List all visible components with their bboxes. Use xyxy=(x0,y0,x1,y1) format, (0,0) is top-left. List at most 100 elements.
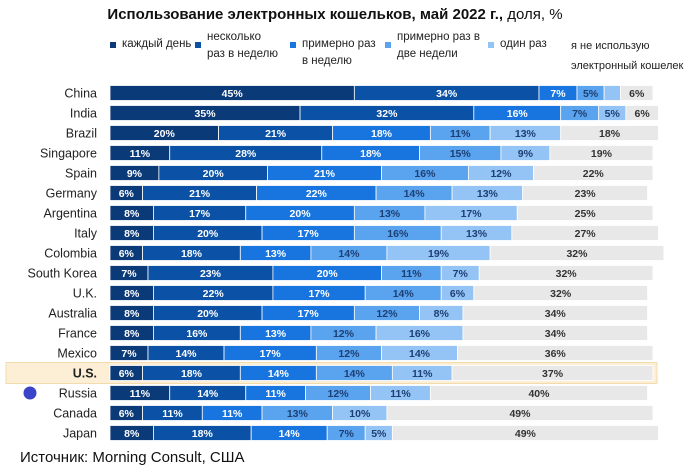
legend-item-biweekly: примерно раз в две недели xyxy=(385,29,487,63)
data-label: 12% xyxy=(333,328,355,340)
data-label: 8% xyxy=(124,208,140,220)
data-label: 14% xyxy=(338,248,360,260)
data-label: 6% xyxy=(119,188,135,200)
data-label: 21% xyxy=(314,168,336,180)
bar-segment xyxy=(549,145,654,161)
category-label: South Korea xyxy=(28,267,98,281)
data-label: 18% xyxy=(181,368,203,380)
data-label: 45% xyxy=(222,88,244,100)
data-label: 11% xyxy=(222,408,243,420)
category-label: Italy xyxy=(74,227,98,241)
data-label: 20% xyxy=(197,228,219,240)
data-label: 23% xyxy=(200,268,222,280)
data-label: 27% xyxy=(575,228,597,240)
data-label: 19% xyxy=(591,148,613,160)
category-label: Japan xyxy=(63,427,97,441)
legend-swatch xyxy=(385,42,391,48)
data-label: 15% xyxy=(450,148,472,160)
data-label: 17% xyxy=(260,348,282,360)
data-label: 8% xyxy=(124,428,140,440)
data-label: 7% xyxy=(572,108,588,120)
title-unit: доля, % xyxy=(503,6,563,23)
data-label: 20% xyxy=(317,268,339,280)
data-label: 6% xyxy=(119,408,135,420)
data-label: 16% xyxy=(409,328,431,340)
bar-segment xyxy=(462,305,648,321)
data-label: 36% xyxy=(545,348,567,360)
data-label: 22% xyxy=(203,288,225,300)
data-label: 13% xyxy=(265,328,287,340)
data-label: 13% xyxy=(379,208,401,220)
data-label: 37% xyxy=(542,368,564,380)
bar-segment xyxy=(386,405,654,421)
legend-item-weekly: примерно раз в неделю xyxy=(290,36,382,70)
data-label: 22% xyxy=(306,188,328,200)
data-label: 11% xyxy=(401,268,422,280)
data-label: 13% xyxy=(265,248,287,260)
data-label: 7% xyxy=(121,348,137,360)
bar-segment xyxy=(457,345,654,361)
data-label: 10% xyxy=(349,408,371,420)
data-label: 6% xyxy=(629,88,645,100)
legend-label: один раз xyxy=(500,38,547,50)
data-label: 32% xyxy=(376,108,398,120)
data-label: 14% xyxy=(393,288,415,300)
legend-label: примерно раз в две недели xyxy=(397,31,480,60)
data-label: 5% xyxy=(583,88,599,100)
data-label: 8% xyxy=(124,328,140,340)
bar-segment xyxy=(625,105,659,121)
bar-segment xyxy=(516,205,654,221)
data-label: 11% xyxy=(130,388,151,400)
category-label: U.S. xyxy=(73,367,97,381)
data-label: 20% xyxy=(154,128,176,140)
category-label: France xyxy=(58,327,97,341)
data-label: 18% xyxy=(181,248,203,260)
data-label: 19% xyxy=(428,248,450,260)
category-label: Colombia xyxy=(44,247,97,261)
data-label: 17% xyxy=(309,288,331,300)
bar-segment xyxy=(533,165,654,181)
category-label: Australia xyxy=(48,307,97,321)
data-label: 9% xyxy=(518,148,534,160)
bar-segment xyxy=(451,365,654,381)
data-label: 11% xyxy=(130,148,151,160)
bar-segment xyxy=(522,185,648,201)
data-label: 17% xyxy=(298,308,320,320)
data-label: 16% xyxy=(186,328,208,340)
data-label: 8% xyxy=(124,308,140,320)
category-label: Canada xyxy=(53,407,97,421)
data-label: 9% xyxy=(127,168,143,180)
data-label: 7% xyxy=(339,428,355,440)
legend-label: каждый день xyxy=(122,38,192,50)
data-label: 11% xyxy=(450,128,471,140)
legend-label: несколько раз в неделю xyxy=(207,31,278,60)
category-label: Brazil xyxy=(66,127,97,141)
marker-dot xyxy=(23,386,37,400)
legend-swatch xyxy=(195,42,201,48)
data-label: 11% xyxy=(412,368,433,380)
category-label: India xyxy=(70,107,97,121)
data-label: 8% xyxy=(124,288,140,300)
data-label: 7% xyxy=(550,88,566,100)
data-label: 34% xyxy=(436,88,458,100)
data-label: 34% xyxy=(545,308,567,320)
data-label: 12% xyxy=(490,168,512,180)
legend-label: примерно раз в неделю xyxy=(302,38,376,67)
bar-segment xyxy=(391,425,659,441)
data-label: 12% xyxy=(376,308,398,320)
legend-swatch xyxy=(110,42,116,48)
data-label: 18% xyxy=(599,128,621,140)
data-label: 14% xyxy=(279,428,301,440)
data-label: 18% xyxy=(371,128,393,140)
data-label: 17% xyxy=(461,208,483,220)
data-label: 14% xyxy=(268,368,290,380)
bar-segment xyxy=(560,125,659,141)
data-label: 11% xyxy=(162,408,183,420)
data-label: 22% xyxy=(583,168,605,180)
bar-segment xyxy=(489,245,665,261)
category-label: Singapore xyxy=(40,147,97,161)
legend-item-daily: каждый день xyxy=(110,36,192,53)
data-label: 14% xyxy=(409,348,431,360)
category-label: Mexico xyxy=(57,347,97,361)
